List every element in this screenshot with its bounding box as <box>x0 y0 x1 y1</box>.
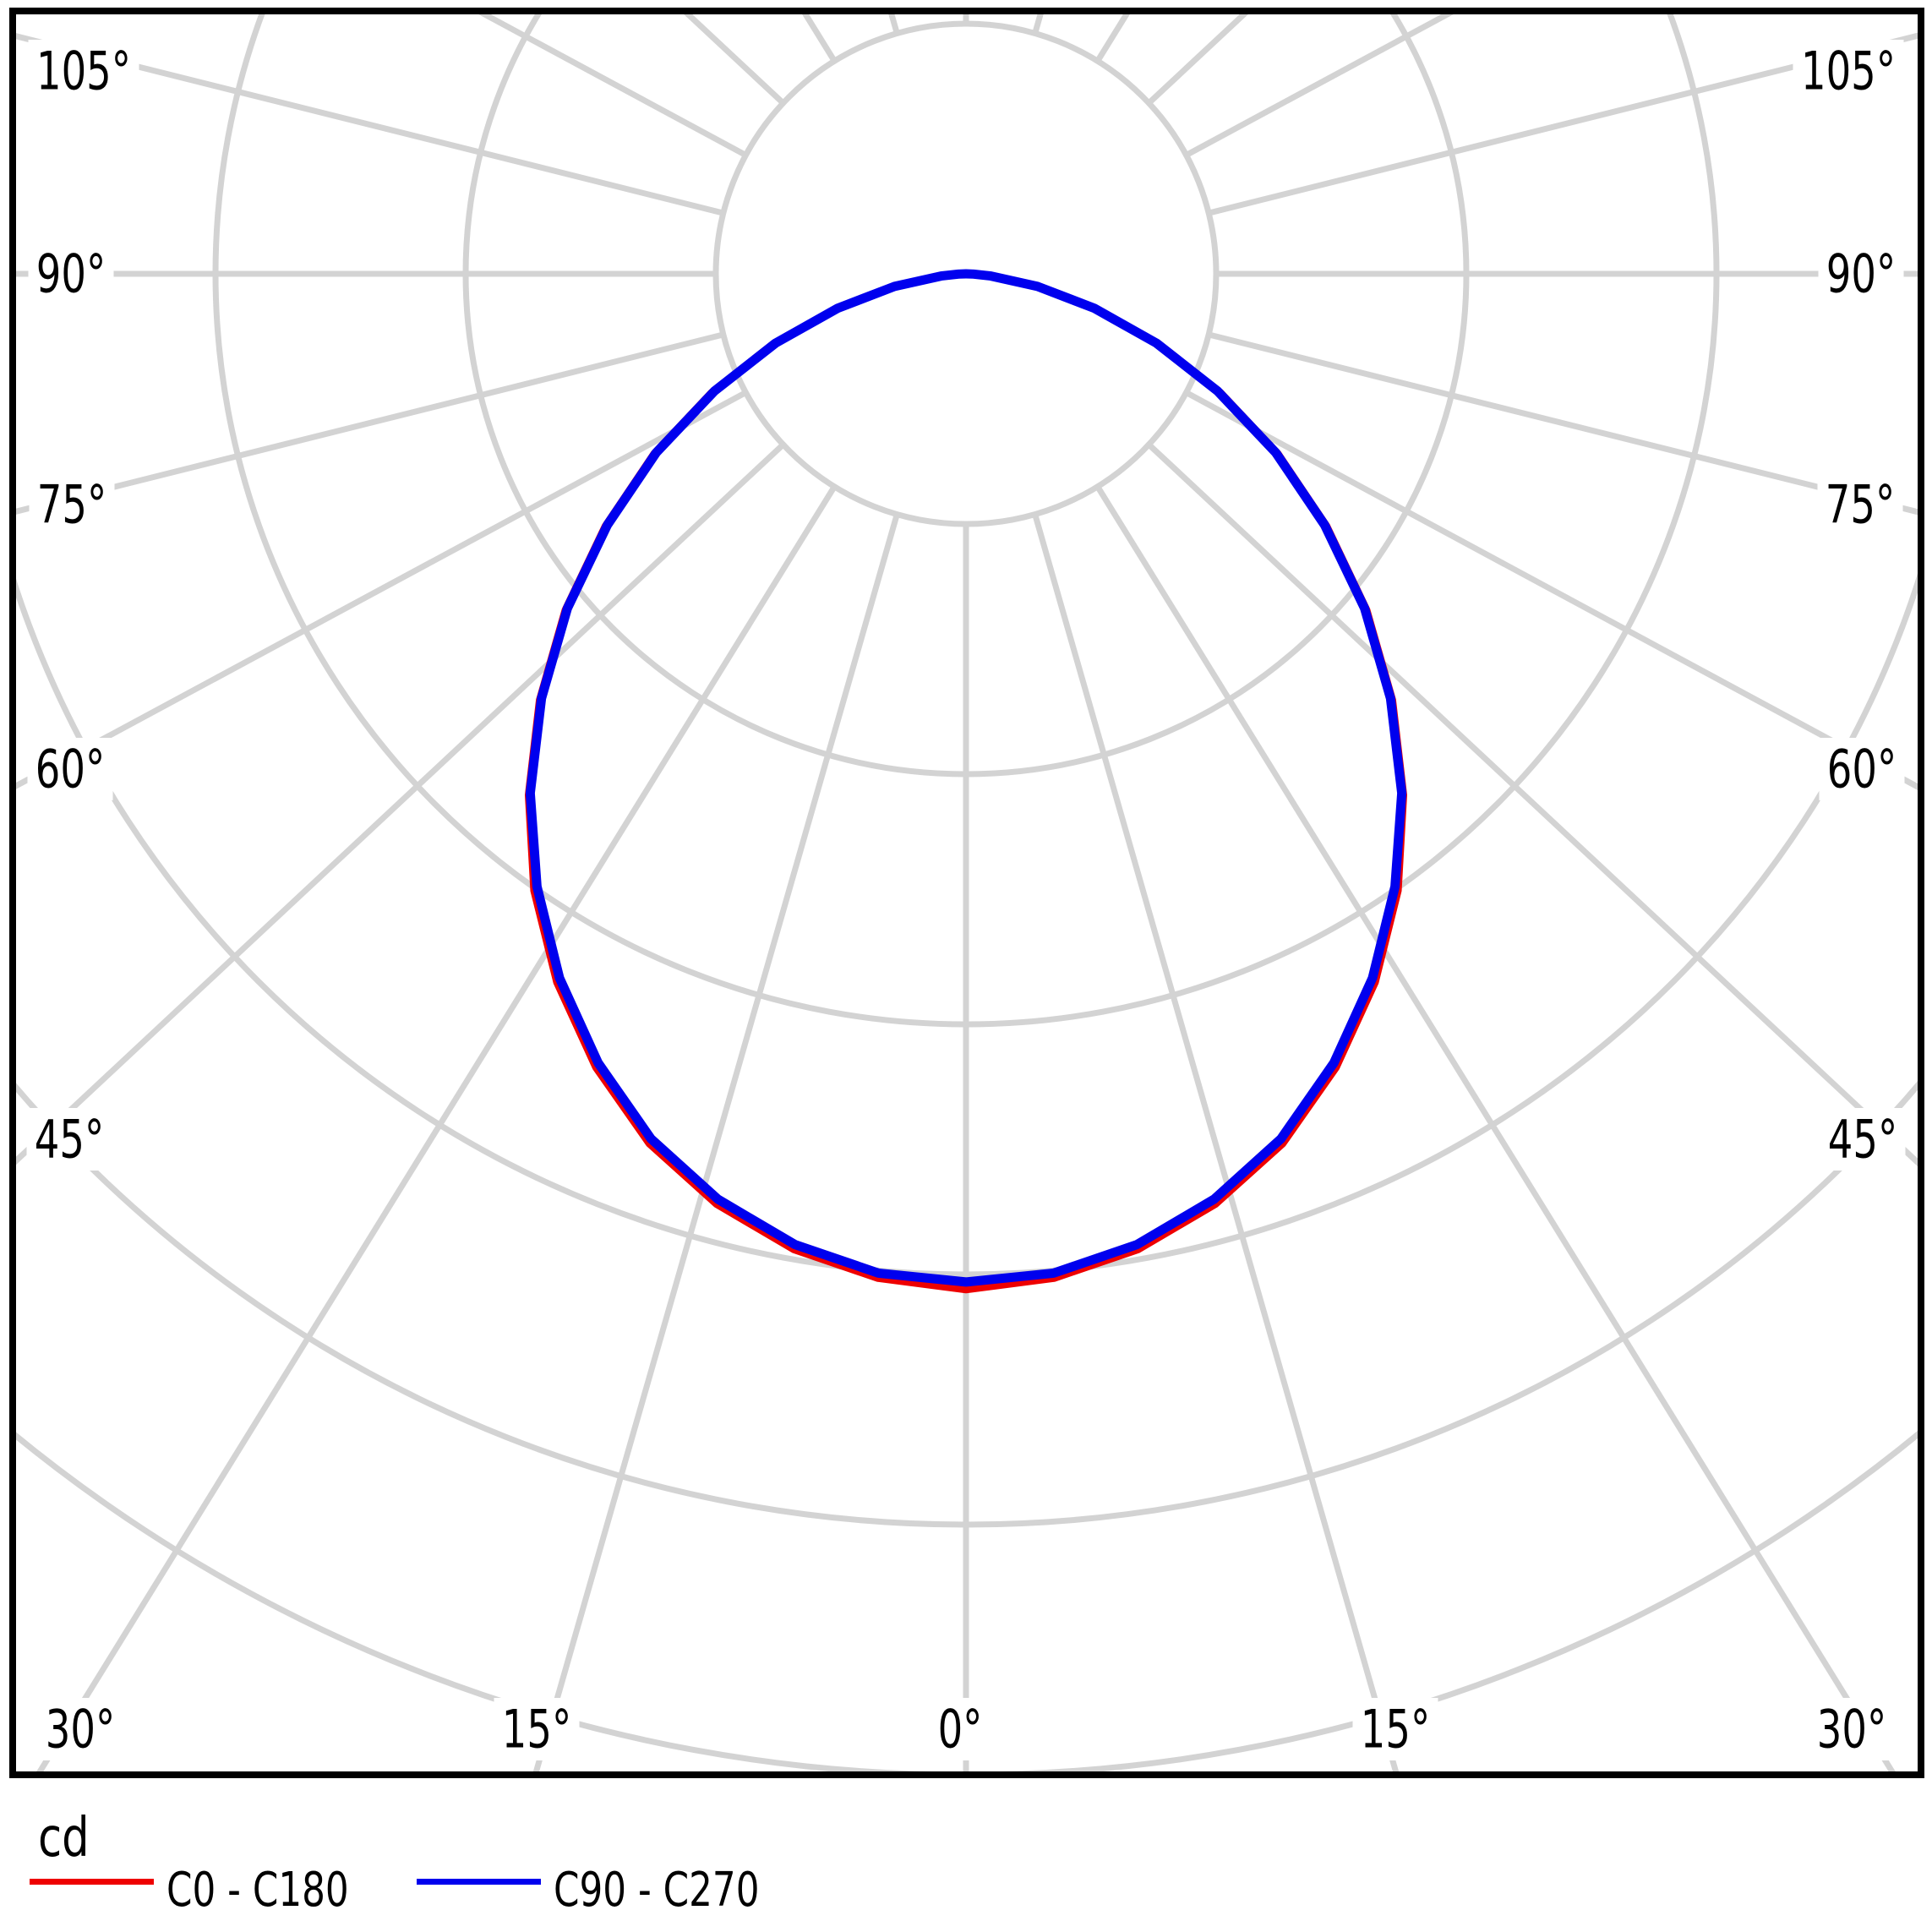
angle-tick-label: 45° <box>35 1109 104 1170</box>
polar-grid-spoke <box>1184 390 1921 793</box>
angle-label-gap <box>37 1698 123 1760</box>
plot-frame <box>9 8 1924 1778</box>
angle-label-gap <box>1818 243 1904 305</box>
radial-unit-label: cd <box>38 1807 90 1869</box>
polar-grid-spoke <box>532 513 900 1775</box>
polar-grid-spoke <box>13 331 724 516</box>
polar-grid-spoke <box>13 442 786 1169</box>
polar-grid-spoke <box>1208 31 1921 216</box>
legend-label-c0-c180: C0 - C180 <box>166 1863 349 1918</box>
angle-label-gap <box>1809 1698 1895 1760</box>
angle-tick-label: 60° <box>35 739 105 800</box>
polar-grid-spoke <box>1146 442 1921 1170</box>
angle-tick-label: 15° <box>502 1699 571 1760</box>
angle-label-gap <box>1793 40 1904 102</box>
intensity-curves <box>524 269 1408 1294</box>
angle-tick-label: 30° <box>46 1699 115 1760</box>
angle-label-gap <box>1820 1108 1906 1171</box>
angle-label-gap <box>927 1698 993 1760</box>
legend-label-c90-c270: C90 - C270 <box>554 1863 760 1918</box>
angle-label-gap <box>27 738 113 800</box>
angle-label-gap <box>28 40 139 102</box>
angle-tick-label: 45° <box>1828 1109 1897 1170</box>
angle-label-gap <box>1352 1698 1438 1760</box>
legend-swatch-c0-c180 <box>30 1879 154 1885</box>
angle-tick-labels: 105° 105° 90° 90° 75° 75° 60° 60° 45° 45° 30° 30° 15… <box>26 40 1906 1760</box>
angle-tick-label: 105° <box>36 41 131 101</box>
polar-grid-spoke <box>1032 513 1400 1775</box>
legend-swatch-c90-c270 <box>417 1879 541 1885</box>
angle-tick-label: 90° <box>36 243 106 304</box>
polar-grid-spoke <box>34 484 838 1775</box>
angle-tick-label: 75° <box>1826 474 1895 535</box>
angle-tick-label: 90° <box>1826 243 1896 304</box>
angle-label-gap <box>1819 738 1905 800</box>
angle-tick-label: 15° <box>1361 1699 1430 1760</box>
angle-tick-label: 30° <box>1817 1699 1886 1760</box>
polar-grid-spoke <box>1094 484 1898 1775</box>
angle-tick-label: 60° <box>1827 739 1897 800</box>
curve-c90-c270 <box>525 269 1407 1287</box>
angle-label-gap <box>494 1698 580 1760</box>
angle-label-gap <box>29 473 115 536</box>
angle-tick-label: 0° <box>938 1699 983 1760</box>
angle-label-gap <box>1817 473 1903 536</box>
polar-grid-spoke <box>1208 331 1921 516</box>
angle-label-gap <box>26 1108 112 1171</box>
angle-tick-label: 105° <box>1801 41 1896 101</box>
angle-label-gap <box>28 243 114 305</box>
angle-tick-label: 75° <box>37 474 106 535</box>
polar-grid-spoke <box>13 32 724 216</box>
polar-grid-spoke <box>13 390 748 792</box>
